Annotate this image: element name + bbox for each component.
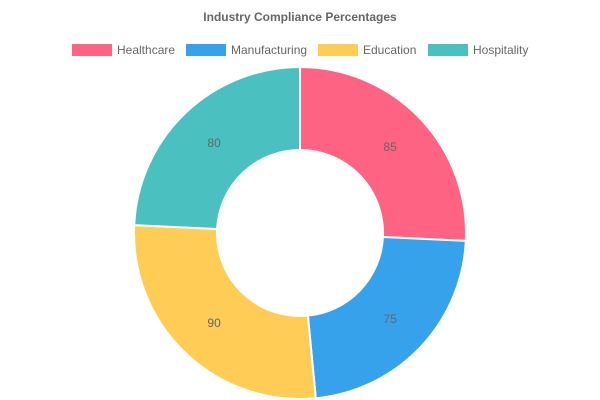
chart-slices <box>133 65 467 400</box>
legend-swatch-manufacturing[interactable] <box>186 44 226 56</box>
slice-value-label-healthcare: 85 <box>383 140 397 154</box>
legend-label-healthcare[interactable]: Healthcare <box>117 43 175 57</box>
slice-hospitality[interactable] <box>133 65 301 231</box>
chart-title: Industry Compliance Percentages <box>203 10 397 24</box>
legend-swatch-hospitality[interactable] <box>428 44 468 56</box>
slice-manufacturing[interactable] <box>306 235 467 400</box>
slice-education[interactable] <box>133 224 317 400</box>
legend-label-hospitality[interactable]: Hospitality <box>473 43 528 57</box>
slice-healthcare[interactable] <box>299 65 467 242</box>
chart-legend: Healthcare Manufacturing Education Hospital… <box>72 43 528 57</box>
chart-slice-labels: 85 75 90 80 <box>207 136 397 330</box>
legend-label-manufacturing[interactable]: Manufacturing <box>231 43 307 57</box>
legend-label-education[interactable]: Education <box>363 43 416 57</box>
legend-swatch-education[interactable] <box>318 44 358 56</box>
slice-value-label-manufacturing: 75 <box>383 312 397 326</box>
slice-value-label-education: 90 <box>207 316 221 330</box>
legend-swatch-healthcare[interactable] <box>72 44 112 56</box>
slice-value-label-hospitality: 80 <box>207 136 221 150</box>
